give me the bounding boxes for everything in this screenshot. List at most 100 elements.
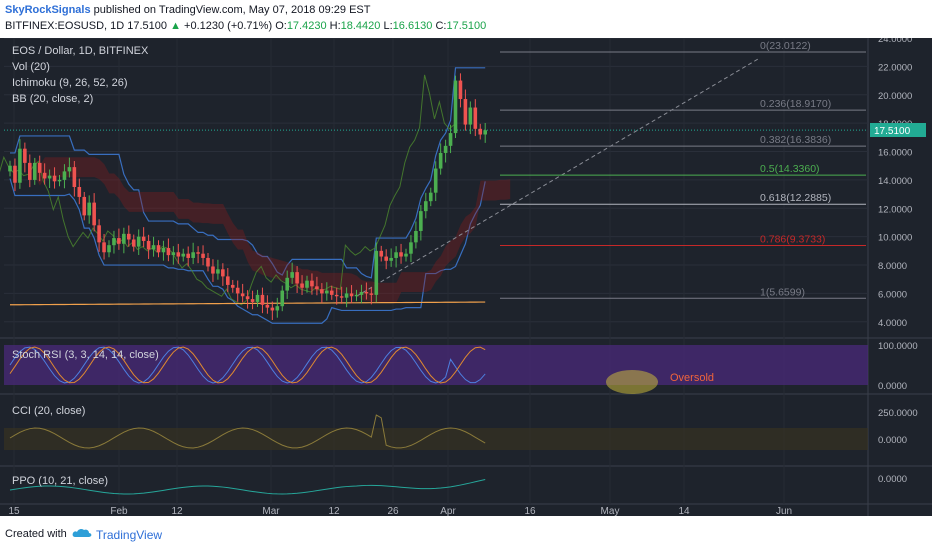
high-label: H:: [329, 20, 341, 32]
ichimoku-cloud: [35, 157, 511, 303]
candle-body: [77, 187, 82, 197]
candle-body: [369, 293, 374, 295]
candle-body: [82, 196, 87, 216]
candle-body: [206, 257, 210, 267]
candle-body: [295, 272, 299, 284]
chart-area[interactable]: 0(23.0122) 0.236(18.9170) 0.382(16.3836) 0.…: [0, 34, 932, 517]
candle-body: [354, 294, 359, 297]
candle-body: [216, 269, 220, 274]
candle-body: [136, 236, 141, 247]
candle-body: [87, 202, 91, 216]
fibonacci-levels: 0(23.0122) 0.236(18.9170) 0.382(16.3836) 0.…: [500, 40, 866, 299]
candle-body: [112, 238, 116, 246]
candle-body: [186, 253, 190, 258]
oversold-highlight: [606, 370, 658, 394]
candle-body: [226, 276, 230, 285]
time-tick-label: Mar: [262, 506, 280, 516]
chart-canvas[interactable]: 0(23.0122) 0.236(18.9170) 0.382(16.3836) 0.…: [0, 34, 932, 517]
candle-body: [344, 293, 349, 298]
fib-level-label: 0.618(12.2885): [760, 192, 831, 204]
legend-bb[interactable]: BB (20, close, 2): [12, 93, 93, 105]
author-link[interactable]: SkyRockSignals: [5, 4, 91, 16]
sub-panes: [4, 345, 868, 495]
stoch-k-line: [9, 346, 486, 384]
last-price-tag-label: 17.5100: [874, 126, 911, 137]
time-tick-label: 15: [8, 506, 20, 516]
candle-body: [28, 162, 32, 180]
candle-body: [161, 248, 166, 253]
stoch-rsi-title[interactable]: Stoch RSI (3, 3, 14, 14, close): [12, 349, 159, 361]
tradingview-logo-icon: [72, 528, 92, 537]
time-tick-label: Feb: [110, 506, 128, 516]
candle-body: [270, 307, 275, 311]
candle-body: [255, 294, 260, 302]
candle-body: [196, 252, 200, 254]
candle-body: [265, 304, 270, 308]
candle-body: [191, 252, 195, 258]
candle-body: [156, 245, 161, 253]
candle-body: [235, 287, 240, 294]
sub-pane-tick-label: 0.0000: [878, 474, 907, 485]
candle-body: [468, 107, 473, 125]
fib-level-label: 1(5.6599): [760, 286, 805, 298]
last-price: 17.5100: [127, 20, 168, 32]
sub-pane-tick-label: 0.0000: [878, 381, 907, 392]
time-tick-label: 26: [387, 506, 399, 516]
candle-body: [57, 179, 62, 182]
candle-body: [389, 257, 393, 261]
cci-title[interactable]: CCI (20, close): [12, 405, 85, 417]
publish-info: published on TradingView.com, May 07, 20…: [93, 4, 371, 16]
legend-ichimoku[interactable]: Ichimoku (9, 26, 52, 26): [12, 77, 128, 89]
fib-level-label: 0(23.0122): [760, 40, 811, 52]
candle-body: [211, 266, 215, 274]
candle-body: [404, 253, 408, 257]
candle-body: [463, 99, 468, 125]
price-tick-label: 10.0000: [878, 233, 912, 244]
ohlc-line: BITFINEX:EOSUSD, 1D 17.5100 ▲ +0.1230 (+…: [5, 20, 486, 32]
candle-body: [201, 253, 205, 258]
price-tick-label: 4.0000: [878, 318, 907, 329]
bollinger-lower-band: [9, 178, 486, 324]
chart-header: SkyRockSignals published on TradingView.…: [0, 0, 932, 38]
candle-body: [146, 240, 151, 250]
candle-body: [117, 238, 121, 244]
candle-body: [8, 165, 12, 172]
candle-body: [438, 152, 443, 169]
candle-body: [424, 201, 428, 212]
trend-line: [356, 57, 761, 297]
tradingview-brand[interactable]: TradingView: [96, 528, 163, 542]
candle-body: [399, 252, 403, 257]
legend-vol[interactable]: Vol (20): [12, 61, 50, 73]
candle-body: [433, 168, 438, 193]
price-tick-label: 14.0000: [878, 176, 912, 187]
candle-body: [97, 225, 101, 243]
publish-line: SkyRockSignals published on TradingView.…: [5, 4, 370, 16]
candle-body: [443, 145, 448, 153]
candle-body: [131, 239, 136, 247]
candle-body: [473, 107, 478, 129]
close-value: 17.5100: [446, 20, 487, 32]
price-tick-label: 20.0000: [878, 91, 912, 102]
candle-body: [315, 286, 319, 290]
ichimoku-lagging-span: [0, 74, 455, 306]
candle-body: [62, 171, 67, 180]
cci-line: [9, 414, 486, 449]
candle-body: [37, 162, 42, 173]
sub-pane-tick-label: 0.0000: [878, 435, 907, 446]
ppo-title[interactable]: PPO (10, 21, close): [12, 475, 108, 487]
candle-body: [141, 236, 146, 241]
candle-body: [379, 250, 384, 257]
candle-body: [325, 290, 329, 294]
cci-band: [4, 428, 868, 450]
candle-body: [349, 293, 354, 297]
candle-body: [102, 242, 106, 253]
time-tick-label: 12: [328, 506, 340, 516]
candle-body: [409, 242, 413, 254]
time-tick-label: May: [601, 506, 620, 516]
candle-body: [300, 283, 304, 288]
overlays: [0, 57, 868, 324]
candle-body: [305, 280, 309, 288]
candle-body: [230, 284, 235, 288]
time-tick-label: 12: [171, 506, 183, 516]
time-tick-label: Jun: [776, 506, 792, 516]
